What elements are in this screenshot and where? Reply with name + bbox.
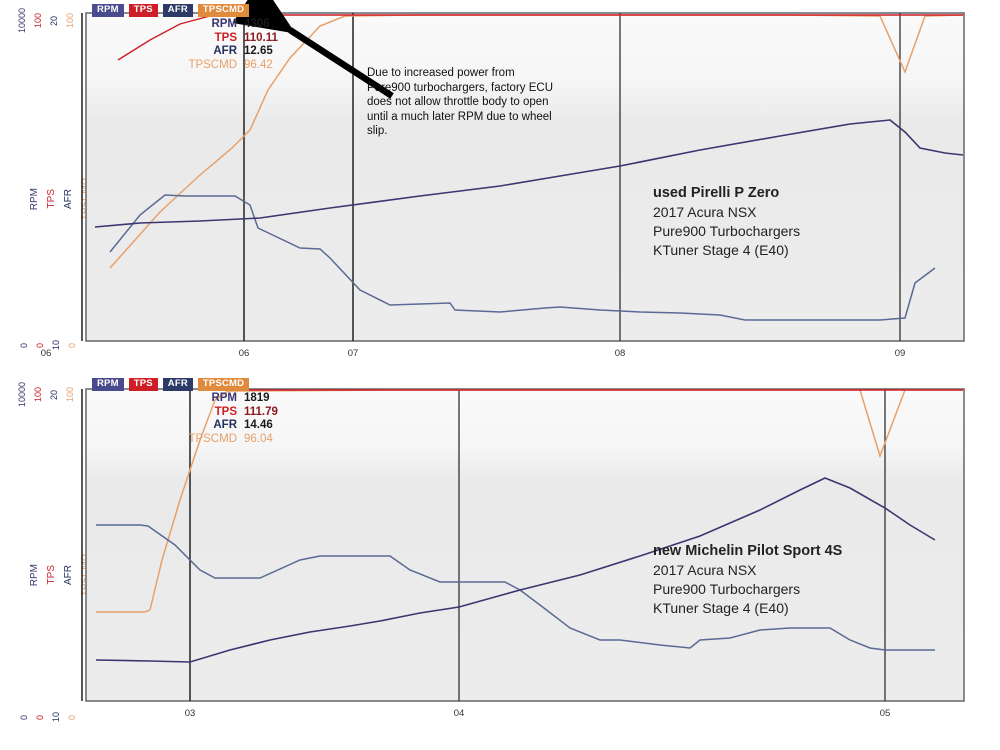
readout-value-tps: 110.11 <box>244 31 278 44</box>
legend-badge-tpscmd[interactable]: TPSCMD <box>197 4 250 17</box>
annotation-arrow-upper <box>232 0 394 99</box>
caption-block-upper: used Pirelli P Zero 2017 Acura NSX Pure9… <box>653 184 800 260</box>
readout-label-tps-lower: TPS <box>214 405 237 418</box>
legend-lower: RPM TPS AFR TPSCMD <box>92 378 250 391</box>
x-tick-1-upper: 06 <box>238 348 250 359</box>
readout-value-afr: 12.65 <box>244 45 273 57</box>
legend-badge-afr[interactable]: AFR <box>162 4 193 17</box>
caption-line-2-upper: Pure900 Turbochargers <box>653 223 801 239</box>
readout-label-tpscmd: TPSCMD <box>188 58 237 71</box>
x-tick-2-upper: 07 <box>347 348 359 359</box>
readout-label-afr: AFR <box>213 45 237 57</box>
readout-row-afr: AFR 12.65 <box>160 45 300 59</box>
legend-badge-rpm-lower[interactable]: RPM <box>92 378 124 391</box>
readout-value-tps-lower: 111.79 <box>244 405 278 418</box>
plot-area-upper <box>81 0 965 342</box>
caption-line-2-lower: Pure900 Turbochargers <box>653 581 801 597</box>
caption-line-3-lower: KTuner Stage 4 (E40) <box>653 600 789 616</box>
readout-value-tpscmd: 96.42 <box>244 58 273 71</box>
readout-row-afr-lower: AFR 14.46 <box>160 419 300 433</box>
series-line-rpm-upper <box>94 119 964 228</box>
cursor-readout-lower: RPM 1819 TPS 111.79 AFR 14.46 TPSCMD 96.… <box>160 392 300 446</box>
readout-label-rpm: RPM <box>211 18 237 30</box>
x-tick-3-upper: 08 <box>614 348 626 359</box>
annotation-text-upper: Due to increased power from Pure900 turb… <box>367 67 554 137</box>
readout-label-rpm-lower: RPM <box>211 392 237 404</box>
cursor-readout-upper: RPM 4306 TPS 110.11 AFR 12.65 TPSCMD 96.… <box>160 18 300 72</box>
readout-value-afr-lower: 14.46 <box>244 419 273 431</box>
readout-label-tps: TPS <box>214 31 237 44</box>
x-tick-4-upper: 09 <box>894 348 906 359</box>
readout-row-rpm-lower: RPM 1819 <box>160 392 300 406</box>
legend-badge-tps-lower[interactable]: TPS <box>128 378 158 391</box>
caption-line-3-upper: KTuner Stage 4 (E40) <box>653 242 789 258</box>
series-line-afr-upper <box>109 194 936 321</box>
chart-panel-upper: 10000 100 20 100 RPM TPS AFR TPSCMD 0 0 … <box>0 0 1000 372</box>
readout-row-tpscmd-lower: TPSCMD 96.04 <box>160 433 300 447</box>
caption-line-1-upper: 2017 Acura NSX <box>653 204 757 220</box>
chart-panel-lower: 10000 100 20 100 RPM TPS AFR TPSCMD 0 0 … <box>0 374 1000 750</box>
caption-title-lower: new Michelin Pilot Sport 4S <box>653 543 843 559</box>
readout-row-tps: TPS 110.11 <box>160 32 300 46</box>
legend-badge-afr-lower[interactable]: AFR <box>162 378 193 391</box>
x-tick-2-lower: 05 <box>879 708 891 719</box>
readout-row-rpm: RPM 4306 <box>160 18 300 32</box>
readout-value-rpm: 4306 <box>244 18 270 30</box>
legend-badge-tpscmd-lower[interactable]: TPSCMD <box>197 378 250 391</box>
caption-block-lower: new Michelin Pilot Sport 4S 2017 Acura N… <box>653 542 842 618</box>
readout-row-tpscmd: TPSCMD 96.42 <box>160 59 300 73</box>
legend-badge-rpm[interactable]: RPM <box>92 4 124 17</box>
x-tick-0-lower: 03 <box>184 708 196 719</box>
caption-line-1-lower: 2017 Acura NSX <box>653 562 757 578</box>
readout-label-tpscmd-lower: TPSCMD <box>188 432 237 445</box>
readout-label-afr-lower: AFR <box>213 419 237 431</box>
series-line-tpscmd-upper <box>109 14 964 269</box>
readout-value-rpm-lower: 1819 <box>244 392 270 404</box>
legend-upper: RPM TPS AFR TPSCMD <box>92 4 250 17</box>
x-tick-1-lower: 04 <box>453 708 465 719</box>
series-line-rpm-lower <box>95 477 936 663</box>
caption-title-upper: used Pirelli P Zero <box>653 185 780 201</box>
readout-row-tps-lower: TPS 111.79 <box>160 406 300 420</box>
series-line-tpscmd-lower <box>96 389 963 613</box>
plot-area-lower <box>81 388 965 702</box>
readout-value-tpscmd-lower: 96.04 <box>244 432 273 445</box>
legend-badge-tps[interactable]: TPS <box>128 4 158 17</box>
x-tick-0-upper: 06 <box>40 348 52 359</box>
